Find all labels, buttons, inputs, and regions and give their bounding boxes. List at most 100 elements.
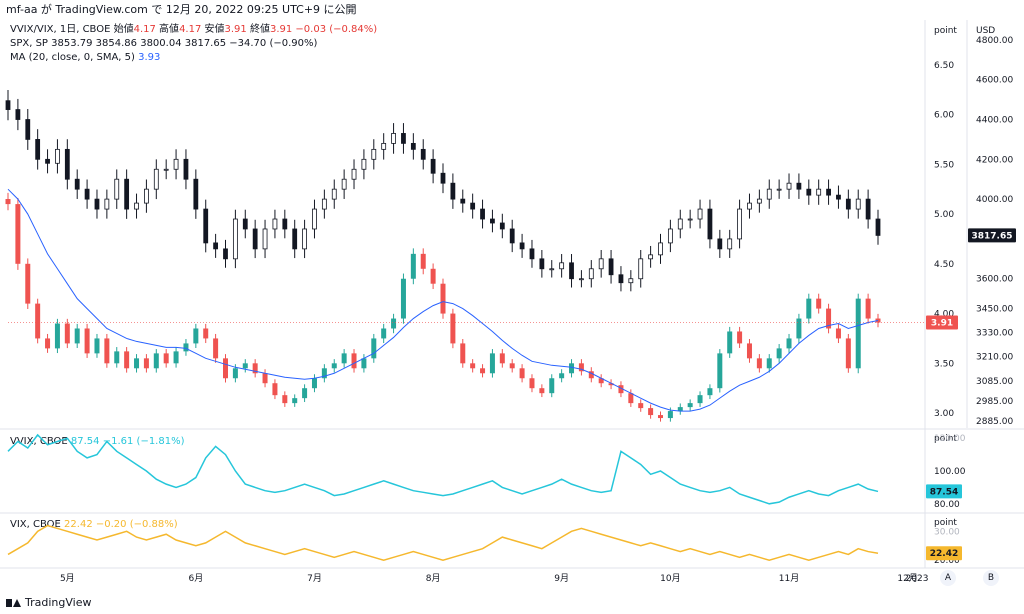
ratio-candle [203, 328, 209, 339]
spx-tick-label: 3330.00 [976, 328, 1013, 338]
ratio-candle [727, 331, 733, 354]
ratio-candle [351, 353, 357, 369]
spx-candle [74, 178, 80, 190]
spx-candle [64, 148, 70, 180]
spx-candle [232, 218, 238, 260]
ratio-candle [460, 343, 466, 364]
spx-candle [173, 158, 179, 170]
legend-ratio-prefix: VVIX/VIX, 1日, CBOE 始値 [10, 24, 134, 35]
legend-ratio[interactable]: VVIX/VIX, 1日, CBOE 始値4.17 高値4.17 安値3.91 … [10, 23, 377, 36]
ratio-candle [578, 363, 584, 372]
spx-tick-label: 3600.00 [976, 275, 1013, 285]
spx-candle [677, 218, 683, 230]
ratio-candle [381, 328, 387, 339]
spx-tick-label: 4400.00 [976, 116, 1013, 126]
ratio-candle [440, 283, 446, 314]
ratio-candle [153, 353, 159, 369]
spx-candle [84, 188, 90, 200]
publish-header: mf-aa が TradingView.com で 12月 20, 2022 0… [6, 3, 357, 16]
spx-candle [460, 198, 466, 204]
spx-candle [598, 258, 604, 270]
spx-candle [697, 208, 703, 220]
spx-candle [282, 218, 288, 230]
ratio-candle [529, 378, 535, 389]
ratio-candle [124, 351, 130, 369]
ratio-candle [845, 338, 851, 369]
ratio-tick-label: 6.00 [934, 111, 954, 121]
spx-candle [450, 182, 456, 200]
ratio-candle [598, 378, 604, 384]
spx-tick-label: 3210.00 [976, 352, 1013, 362]
vix-last-badge: 22.42 [926, 546, 962, 561]
spx-candle [114, 178, 120, 200]
scale-auto-button[interactable]: A [940, 570, 956, 586]
legend-vvix-change: −1.61 (−1.81%) [102, 436, 185, 447]
legend-ma[interactable]: MA (20, close, 0, SMA, 5) 3.93 [10, 51, 160, 64]
spx-candle [756, 198, 762, 204]
tradingview-logo-icon [6, 598, 21, 608]
vvix-tick-label: 120.00 [934, 434, 966, 444]
spx-candle [134, 202, 139, 210]
spx-candle [875, 218, 881, 236]
ratio-tick-label: 5.00 [934, 210, 954, 220]
ratio-candle [15, 204, 21, 264]
spx-candle [430, 158, 436, 174]
ratio-candle [588, 371, 594, 379]
spx-candle [687, 218, 693, 221]
spx-candle [440, 172, 446, 184]
ratio-candle [84, 328, 90, 354]
ratio-candle [549, 378, 555, 394]
spx-candle [865, 198, 871, 220]
spx-candle [826, 188, 831, 196]
spx-candle [262, 228, 268, 250]
ratio-candle [193, 328, 199, 344]
spx-candle [786, 182, 792, 190]
footer-branding[interactable]: TradingView [6, 596, 91, 609]
legend-vix[interactable]: VIX, CBOE 22.42 −0.20 (−0.88%) [10, 518, 178, 531]
ratio-candle [292, 398, 298, 404]
month-label: 7月 [307, 573, 322, 584]
spx-candle [25, 119, 31, 140]
ratio-candle [658, 415, 663, 419]
ratio-candle [173, 351, 179, 364]
spx-candle [836, 194, 841, 200]
spx-tick-label: 2985.00 [976, 397, 1013, 407]
spx-candle [816, 188, 822, 196]
ratio-candle [835, 328, 841, 339]
ratio-candle [45, 338, 51, 349]
ratio-candle [321, 368, 327, 379]
legend-vvix[interactable]: VVIX, CBOE 87.54 −1.61 (−1.81%) [10, 435, 185, 448]
spx-tick-label: 4800.00 [976, 36, 1013, 46]
spx-candle [667, 228, 673, 244]
legend-ratio-high-label: 高値 [155, 24, 180, 35]
ratio-candle [618, 385, 624, 394]
spx-candle [579, 278, 584, 281]
scale-b-button[interactable]: B [983, 570, 999, 586]
legend-spx[interactable]: SPX, SP 3853.79 3854.86 3800.04 3817.65 … [10, 38, 318, 49]
spx-candle [509, 228, 515, 244]
ratio-candle [499, 353, 505, 364]
month-label: 12月 [897, 573, 917, 584]
legend-ratio-low: 3.91 [224, 24, 247, 35]
month-label: 9月 [554, 573, 569, 584]
ratio-candle [35, 303, 41, 339]
ratio-candle [311, 378, 317, 389]
spx-candle [242, 218, 248, 230]
spx-candle [35, 139, 41, 160]
spx-candle [94, 198, 100, 210]
spx-candle [806, 188, 812, 196]
ratio-axis-title: point [934, 26, 957, 36]
vvix-tick-label: 80.00 [934, 500, 960, 510]
ratio-candle [391, 318, 397, 329]
ratio-candle [539, 388, 545, 394]
spx-candle [628, 278, 634, 284]
ratio-candle [608, 383, 614, 386]
spx-candle [648, 254, 654, 260]
spx-last-badge: 3817.65 [968, 228, 1016, 243]
month-label: 2023 [906, 574, 929, 584]
spx-candle [588, 268, 594, 280]
vix-tick-label: 30.00 [934, 527, 960, 537]
ratio-candle [104, 338, 110, 364]
